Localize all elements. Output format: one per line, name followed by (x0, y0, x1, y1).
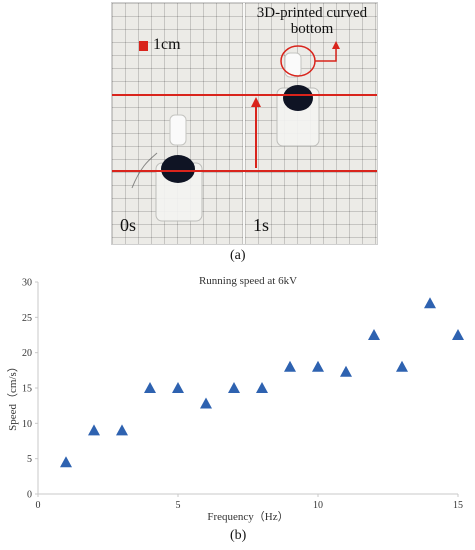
chart-series (60, 297, 464, 468)
scale-square (139, 41, 148, 51)
data-point-marker (396, 360, 408, 372)
data-point-marker (116, 424, 128, 436)
y-tick-label: 15 (22, 384, 32, 395)
data-point-marker (452, 329, 464, 340)
y-tick-label: 0 (27, 490, 32, 501)
y-tick-label: 30 (22, 278, 32, 289)
panel-b-label: (b) (230, 528, 247, 543)
chart-axes: 0 5 10 15 0 5 10 15 20 25 30 (22, 278, 463, 512)
robot-initial-sketch (131, 114, 203, 222)
y-axis-label: Speed（cm/s） (6, 361, 19, 431)
y-tick-label: 25 (22, 313, 32, 324)
x-axis-label: Frequency（Hz） (207, 510, 288, 523)
robot-final-sketch (276, 52, 320, 147)
data-point-marker (200, 397, 212, 409)
panel-a-label: (a) (230, 248, 246, 263)
x-tick-label: 10 (313, 500, 323, 511)
chart-title: Running speed at 6kV (199, 275, 297, 287)
data-point-marker (144, 382, 156, 393)
time-label-1s: 1s (253, 215, 270, 235)
data-point-marker (368, 329, 380, 340)
x-tick-label: 0 (36, 500, 41, 511)
data-point-marker (340, 365, 352, 377)
data-point-marker (60, 456, 72, 468)
data-point-marker (424, 297, 436, 309)
time-label-0s: 0s (120, 215, 137, 235)
frame-divider (243, 3, 245, 244)
speed-chart: Running speed at 6kV 0 5 10 15051015202530 … (6, 275, 464, 523)
y-tick-label: 10 (22, 419, 32, 430)
data-point-marker (228, 382, 240, 393)
scale-label: 1cm (153, 36, 181, 53)
photo-frame-0s: 0s (112, 3, 243, 244)
photo-frame-1s: 1s (245, 3, 377, 244)
y-tick-label: 20 (22, 348, 32, 359)
experiment-photo: 0s 1s 1cm 3D-printed curved bottom (111, 2, 378, 245)
x-tick-label: 5 (176, 500, 181, 511)
annotation-arrowhead (332, 41, 340, 49)
data-point-marker (284, 360, 296, 372)
y-tick-label: 5 (27, 454, 32, 465)
curved-bottom-annotation: 3D-printed curved bottom (256, 5, 368, 37)
displacement-arrowhead (251, 97, 261, 107)
curved-bottom-highlight (280, 45, 316, 77)
data-point-marker (88, 424, 100, 436)
data-point-marker (172, 382, 184, 393)
data-point-marker (312, 360, 324, 372)
photo-annotations (112, 41, 377, 172)
data-point-marker (256, 382, 268, 393)
annotation-leader (315, 47, 337, 62)
x-tick-label: 15 (453, 500, 463, 511)
